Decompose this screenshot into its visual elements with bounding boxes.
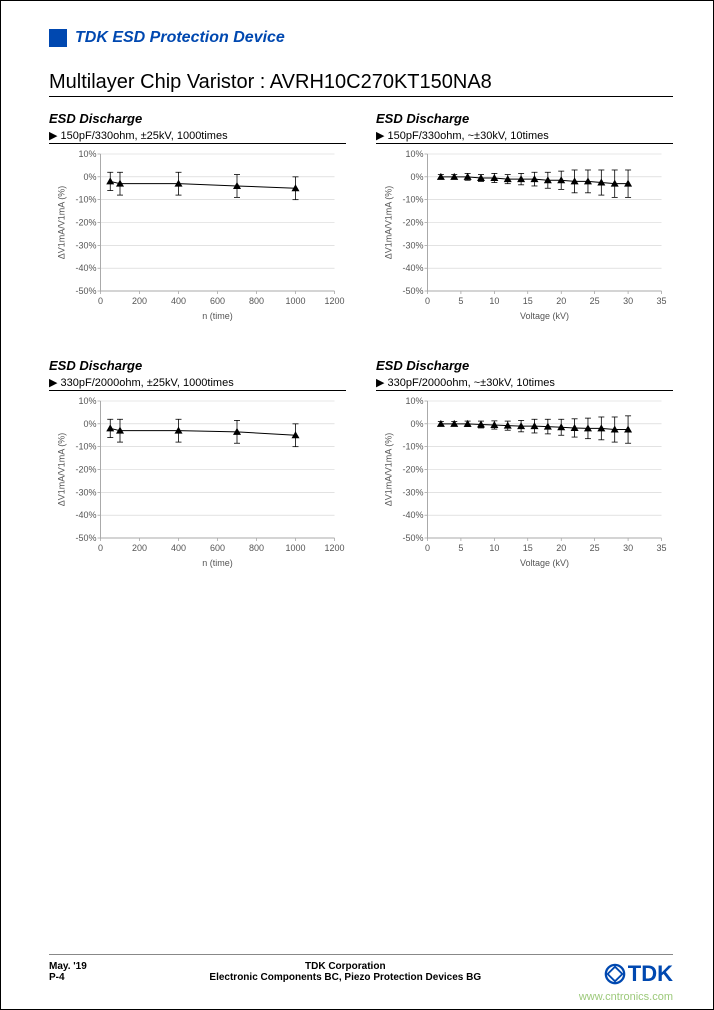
svg-text:1000: 1000 [285,543,305,553]
svg-text:-20%: -20% [75,465,96,475]
svg-text:Voltage (kV): Voltage (kV) [520,558,569,568]
page-title: Multilayer Chip Varistor : AVRH10C270KT1… [49,71,673,97]
footer-center: TDK Corporation Electronic Components BC… [87,961,604,983]
footer-right: TDK [604,961,673,987]
watermark: www.cntronics.com [579,991,673,1003]
svg-text:0: 0 [425,543,430,553]
svg-text:-30%: -30% [402,240,423,250]
svg-text:-50%: -50% [402,286,423,296]
svg-text:ΔV1mA/V1mA (%): ΔV1mA/V1mA (%) [384,433,394,507]
svg-text:10: 10 [489,543,499,553]
svg-text:20: 20 [556,296,566,306]
charts-grid: ESD Discharge ▶ 150pF/330ohm, ±25kV, 100… [49,111,673,575]
svg-text:ΔV1mA/V1mA (%): ΔV1mA/V1mA (%) [57,186,67,260]
svg-text:10%: 10% [78,149,96,159]
svg-text:600: 600 [210,296,225,306]
svg-text:10%: 10% [78,396,96,406]
svg-text:15: 15 [523,543,533,553]
tdk-logo-icon [604,963,626,985]
svg-text:800: 800 [249,543,264,553]
svg-text:25: 25 [590,543,600,553]
svg-text:1200: 1200 [324,296,344,306]
svg-text:0%: 0% [83,172,96,182]
svg-text:-20%: -20% [402,218,423,228]
svg-text:0%: 0% [83,419,96,429]
svg-text:ΔV1mA/V1mA (%): ΔV1mA/V1mA (%) [57,433,67,507]
svg-text:-20%: -20% [402,465,423,475]
chart-3-title: ESD Discharge [49,358,346,373]
svg-text:10: 10 [489,296,499,306]
svg-text:0: 0 [425,296,430,306]
svg-text:-50%: -50% [75,533,96,543]
svg-text:-40%: -40% [75,510,96,520]
chart-1-subtitle: ▶ 150pF/330ohm, ±25kV, 1000times [49,129,346,144]
svg-text:30: 30 [623,296,633,306]
svg-text:200: 200 [132,296,147,306]
svg-text:200: 200 [132,543,147,553]
svg-text:25: 25 [590,296,600,306]
svg-text:-10%: -10% [402,442,423,452]
tdk-logo: TDK [604,961,673,987]
header-title: TDK ESD Protection Device [75,29,285,47]
chart-4-subtitle: ▶ 330pF/2000ohm, ~±30kV, 10times [376,376,673,391]
footer-division: Electronic Components BC, Piezo Protecti… [87,972,604,983]
chart-2-subtitle: ▶ 150pF/330ohm, ~±30kV, 10times [376,129,673,144]
svg-text:10%: 10% [405,396,423,406]
svg-text:0: 0 [98,543,103,553]
svg-text:-10%: -10% [75,442,96,452]
svg-text:Voltage (kV): Voltage (kV) [520,311,569,321]
chart-4-title: ESD Discharge [376,358,673,373]
svg-text:0%: 0% [410,172,423,182]
svg-text:ΔV1mA/V1mA (%): ΔV1mA/V1mA (%) [384,186,394,260]
chart-1-title: ESD Discharge [49,111,346,126]
svg-text:35: 35 [656,543,666,553]
tdk-logo-text: TDK [628,961,673,987]
footer: May. '19 P-4 TDK Corporation Electronic … [49,954,673,987]
svg-text:30: 30 [623,543,633,553]
chart-3: ESD Discharge ▶ 330pF/2000ohm, ±25kV, 10… [49,358,346,575]
svg-text:-20%: -20% [75,218,96,228]
footer-company: TDK Corporation [87,961,604,972]
svg-text:1000: 1000 [285,296,305,306]
svg-text:-10%: -10% [75,195,96,205]
footer-left: May. '19 P-4 [49,961,87,983]
svg-text:-40%: -40% [402,263,423,273]
svg-text:400: 400 [171,543,186,553]
header-square-icon [49,29,67,47]
svg-text:5: 5 [458,296,463,306]
chart-2-title: ESD Discharge [376,111,673,126]
svg-text:600: 600 [210,543,225,553]
svg-text:-50%: -50% [75,286,96,296]
svg-text:5: 5 [458,543,463,553]
svg-text:-10%: -10% [402,195,423,205]
footer-date: May. '19 [49,961,87,972]
svg-text:15: 15 [523,296,533,306]
svg-text:-40%: -40% [402,510,423,520]
svg-text:-30%: -30% [75,487,96,497]
svg-text:0%: 0% [410,419,423,429]
chart-1-svg: -50% -40% -30% -20% -10% 0% 10% 0 200 400 600 800 10… [49,148,346,323]
chart-1: ESD Discharge ▶ 150pF/330ohm, ±25kV, 100… [49,111,346,328]
svg-text:800: 800 [249,296,264,306]
svg-text:-30%: -30% [75,240,96,250]
svg-text:-50%: -50% [402,533,423,543]
svg-text:-30%: -30% [402,487,423,497]
header: TDK ESD Protection Device [49,29,673,47]
chart-2-svg: -50% -40% -30% -20% -10% 0% 10% 0 5 10 15 20 25 30 35 V… [376,148,673,323]
chart-4-svg: -50% -40% -30% -20% -10% 0% 10% 0 5 10 15 20 25 30 35 V… [376,395,673,570]
chart-3-svg: -50% -40% -30% -20% -10% 0% 10% 0 200 400 600 800 10… [49,395,346,570]
svg-text:1200: 1200 [324,543,344,553]
svg-text:35: 35 [656,296,666,306]
chart-4: ESD Discharge ▶ 330pF/2000ohm, ~±30kV, 1… [376,358,673,575]
svg-text:10%: 10% [405,149,423,159]
chart-3-subtitle: ▶ 330pF/2000ohm, ±25kV, 1000times [49,376,346,391]
svg-text:400: 400 [171,296,186,306]
svg-text:-40%: -40% [75,263,96,273]
svg-text:n (time): n (time) [202,558,233,568]
chart-2: ESD Discharge ▶ 150pF/330ohm, ~±30kV, 10… [376,111,673,328]
footer-page: P-4 [49,972,87,983]
svg-text:0: 0 [98,296,103,306]
svg-text:20: 20 [556,543,566,553]
svg-text:n (time): n (time) [202,311,233,321]
